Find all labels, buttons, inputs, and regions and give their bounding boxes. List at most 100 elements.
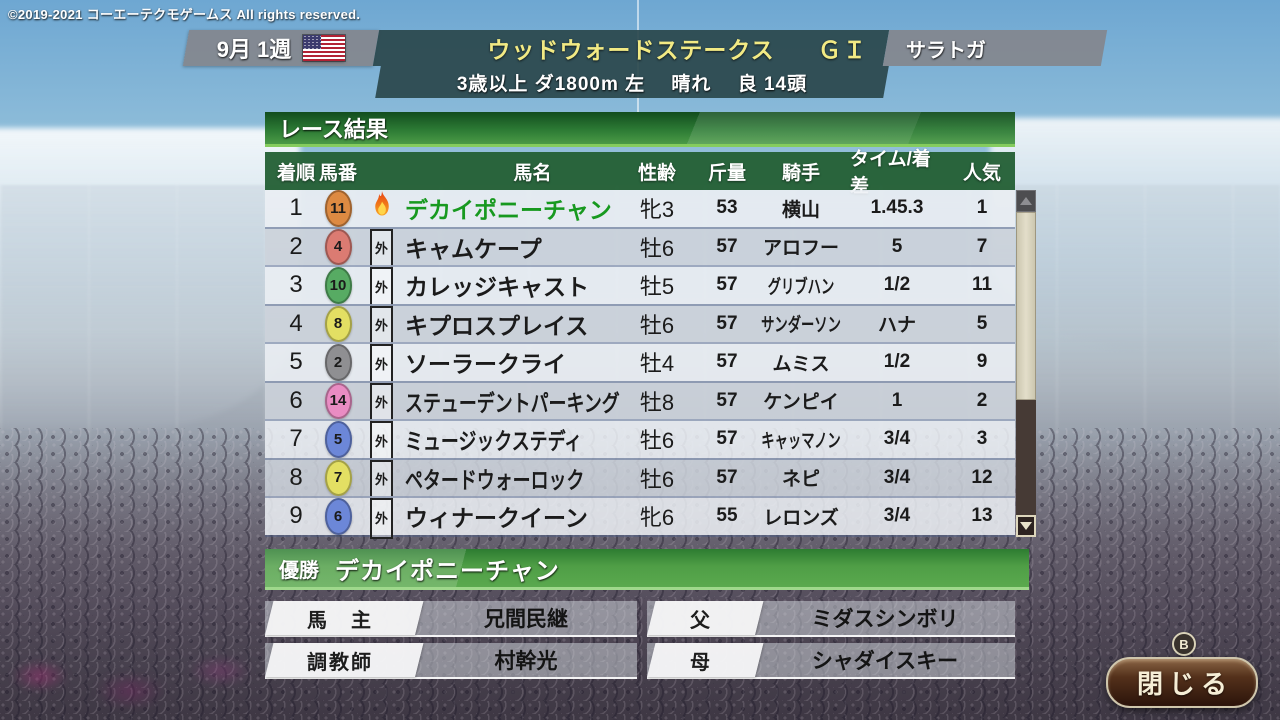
horse-name: キプロスプレイス bbox=[405, 312, 589, 339]
scrollbar-thumb[interactable] bbox=[1016, 212, 1036, 400]
carried-weight: 57 bbox=[716, 466, 738, 488]
race-name: ウッドウォードステークス bbox=[487, 37, 775, 63]
jockey-name: レロンズ bbox=[763, 507, 839, 529]
triangle-down-icon bbox=[1020, 522, 1032, 530]
jockey-name: キャッマノン bbox=[761, 430, 841, 452]
carried-weight: 57 bbox=[716, 389, 738, 411]
table-row: 4 8 外 キプロスプレイス 牡6 57 サンダーソン ハナ 5 bbox=[265, 303, 1015, 346]
results-title: レース結果 bbox=[279, 117, 388, 142]
horse-number-badge: 4 bbox=[324, 228, 352, 265]
winner-label: 優勝 bbox=[279, 559, 319, 582]
horse-number-badge: 8 bbox=[324, 305, 352, 342]
horse-name: ソーラークライ bbox=[405, 351, 566, 378]
owner-name: 兄間民継 bbox=[484, 608, 568, 631]
time-margin: 3/4 bbox=[883, 505, 911, 527]
date-panel: 9月 1週 bbox=[186, 30, 376, 66]
table-row: 8 7 外 ペタードウォーロック 牡6 57 ネピ 3/4 12 bbox=[265, 457, 1015, 500]
horse-name: キャムケープ bbox=[405, 235, 542, 262]
table-row: 6 14 外 ステューデントパーキング 牡8 57 ケンピイ 1 2 bbox=[265, 380, 1015, 423]
popularity: 13 bbox=[971, 505, 993, 527]
finish-position: 7 bbox=[289, 425, 303, 453]
popularity: 12 bbox=[971, 466, 993, 488]
finish-position: 5 bbox=[289, 348, 303, 376]
time-margin: 3/4 bbox=[883, 428, 911, 450]
dam-row: 母 シャダイスキー bbox=[647, 643, 1015, 679]
time-margin: 5 bbox=[891, 235, 903, 257]
sex-age: 牡4 bbox=[639, 351, 675, 377]
time-margin: 1 bbox=[891, 389, 903, 411]
table-row: 9 6 外 ウィナークイーン 牝6 55 レロンズ 3/4 13 bbox=[265, 496, 1015, 539]
owner-row: 馬 主 兄間民継 bbox=[265, 601, 637, 637]
foreign-horse-icon: 外 bbox=[370, 498, 393, 539]
popularity: 1 bbox=[976, 197, 988, 219]
column-header-number: 馬番 bbox=[318, 162, 357, 184]
carried-weight: 57 bbox=[716, 428, 738, 450]
horse-name: カレッジキャスト bbox=[405, 274, 589, 301]
horse-name: ミュージックステディ bbox=[405, 428, 583, 455]
copyright-text: ©2019-2021 コーエーテクモゲームス All rights reserv… bbox=[8, 7, 361, 22]
foreign-horse-icon: 外 bbox=[370, 459, 393, 500]
popularity: 9 bbox=[976, 351, 988, 373]
scrollbar[interactable] bbox=[1016, 190, 1036, 537]
carried-weight: 57 bbox=[716, 351, 738, 373]
results-title-bar: レース結果 bbox=[265, 112, 1015, 147]
grandstand-left bbox=[0, 128, 300, 428]
sire-row: 父 ミダスシンボリ bbox=[647, 601, 1015, 637]
horse-number-badge: 6 bbox=[324, 498, 352, 535]
scroll-up-button[interactable] bbox=[1016, 190, 1036, 212]
popularity: 2 bbox=[976, 389, 988, 411]
popularity: 11 bbox=[971, 274, 993, 296]
jockey-name: グリブハン bbox=[767, 276, 835, 298]
time-margin: 1.45.3 bbox=[870, 197, 924, 219]
popularity: 5 bbox=[976, 312, 988, 334]
foreign-horse-icon: 外 bbox=[370, 305, 393, 346]
carried-weight: 57 bbox=[716, 312, 738, 334]
race-results-panel: レース結果 着順 馬番 馬名 性齢 斤量 騎手 タイム/着差 人気 1 11 bbox=[265, 112, 1036, 539]
scrollbar-track[interactable] bbox=[1016, 212, 1036, 515]
winner-horse-name: デカイポニーチャン bbox=[335, 557, 560, 585]
finish-position: 3 bbox=[289, 271, 303, 299]
sex-age: 牝6 bbox=[639, 505, 675, 531]
foreign-horse-icon: 外 bbox=[370, 228, 393, 269]
jockey-name: ムミス bbox=[772, 353, 830, 375]
finish-position: 6 bbox=[289, 386, 303, 414]
jockey-name: サンダーソン bbox=[761, 315, 841, 337]
us-flag-icon bbox=[303, 35, 346, 61]
table-row: 5 2 外 ソーラークライ 牡4 57 ムミス 1/2 9 bbox=[265, 342, 1015, 385]
jockey-name: ネピ bbox=[781, 469, 820, 491]
table-row: 7 5 外 ミュージックステディ 牡6 57 キャッマノン 3/4 3 bbox=[265, 419, 1015, 462]
race-conditions-panel: 3歳以上 ダ1800m 左 晴れ 良 14頭 bbox=[378, 66, 886, 98]
sex-age: 牡5 bbox=[639, 274, 675, 300]
time-margin: ハナ bbox=[877, 315, 916, 337]
gamepad-b-icon: B bbox=[1172, 632, 1196, 656]
winner-bar: 優勝 デカイポニーチャン bbox=[265, 549, 1029, 590]
carried-weight: 57 bbox=[716, 274, 738, 296]
horse-number-badge: 7 bbox=[324, 459, 352, 496]
jockey-name: ケンピイ bbox=[763, 392, 839, 414]
column-header-pop: 人気 bbox=[962, 162, 1001, 184]
column-header-time: タイム/着差 bbox=[850, 149, 931, 197]
foreign-horse-icon: 外 bbox=[370, 344, 393, 385]
finish-position: 8 bbox=[289, 463, 303, 491]
column-header-sexage: 性齢 bbox=[637, 162, 676, 184]
finish-position: 4 bbox=[289, 309, 303, 337]
jockey-name: 横山 bbox=[781, 199, 820, 221]
grandstand-right bbox=[990, 118, 1280, 348]
sex-age: 牡6 bbox=[639, 466, 675, 492]
sex-age: 牡8 bbox=[639, 389, 675, 415]
popularity: 3 bbox=[976, 428, 988, 450]
scroll-down-button[interactable] bbox=[1016, 515, 1036, 537]
column-header-jockey: 騎手 bbox=[781, 162, 820, 184]
winner-details: 馬 主 兄間民継 調教師 村幹光 父 ミダスシンボリ 母 シャダイスキー bbox=[265, 601, 1015, 685]
flame-icon bbox=[370, 190, 394, 227]
finish-position: 1 bbox=[289, 194, 303, 222]
finish-position: 9 bbox=[289, 502, 303, 530]
carried-weight: 55 bbox=[716, 505, 738, 527]
horse-number-badge: 5 bbox=[324, 421, 352, 458]
trainer-label: 調教師 bbox=[265, 643, 415, 677]
close-button[interactable]: 閉じる bbox=[1106, 657, 1258, 708]
dam-label: 母 bbox=[647, 643, 755, 677]
foreign-horse-icon: 外 bbox=[370, 421, 393, 462]
jockey-name: アロフー bbox=[762, 238, 839, 260]
